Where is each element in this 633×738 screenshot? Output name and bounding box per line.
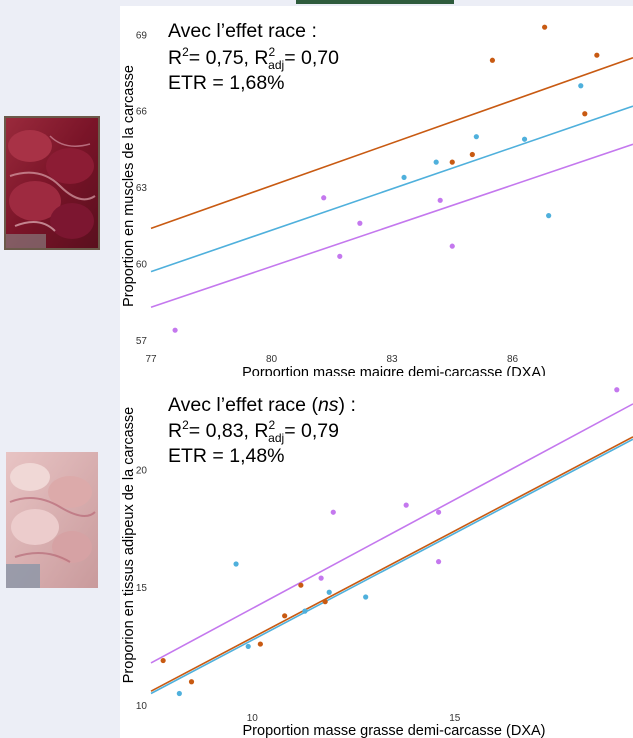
data-point-s0-1: [189, 679, 194, 684]
y-tick-label: 20: [136, 465, 148, 476]
data-point-s2-1: [331, 510, 336, 515]
y-axis-label: Proporion en tissus adipeux de la carcas…: [121, 407, 137, 683]
data-point-s1-5: [363, 594, 368, 599]
data-point-s1-1: [233, 561, 238, 566]
data-point-s1-3: [302, 609, 307, 614]
data-point-s1-2: [246, 644, 251, 649]
data-point-s0-3: [282, 613, 287, 618]
data-point-s2-5: [614, 387, 619, 392]
r-squared-text: R2= 0,83, R2 adj= 0,79: [168, 418, 339, 445]
x-axis-label: Proportion masse grasse demi-carcasse (D…: [243, 723, 546, 738]
data-point-s2-2: [404, 503, 409, 508]
annotation-title: Avec l’effet race (ns) :: [168, 394, 356, 416]
data-point-s2-4: [436, 559, 441, 564]
data-point-s0-5: [323, 599, 328, 604]
etr-text: ETR = 1,48%: [168, 445, 285, 467]
data-point-s1-4: [327, 590, 332, 595]
data-point-s0-0: [161, 658, 166, 663]
data-point-s0-2: [258, 641, 263, 646]
data-point-s0-4: [298, 583, 303, 588]
data-point-s2-3: [436, 510, 441, 515]
y-tick-label: 15: [136, 583, 148, 594]
data-point-s1-0: [177, 691, 182, 696]
data-point-s2-0: [319, 576, 324, 581]
y-tick-label: 10: [136, 701, 148, 712]
